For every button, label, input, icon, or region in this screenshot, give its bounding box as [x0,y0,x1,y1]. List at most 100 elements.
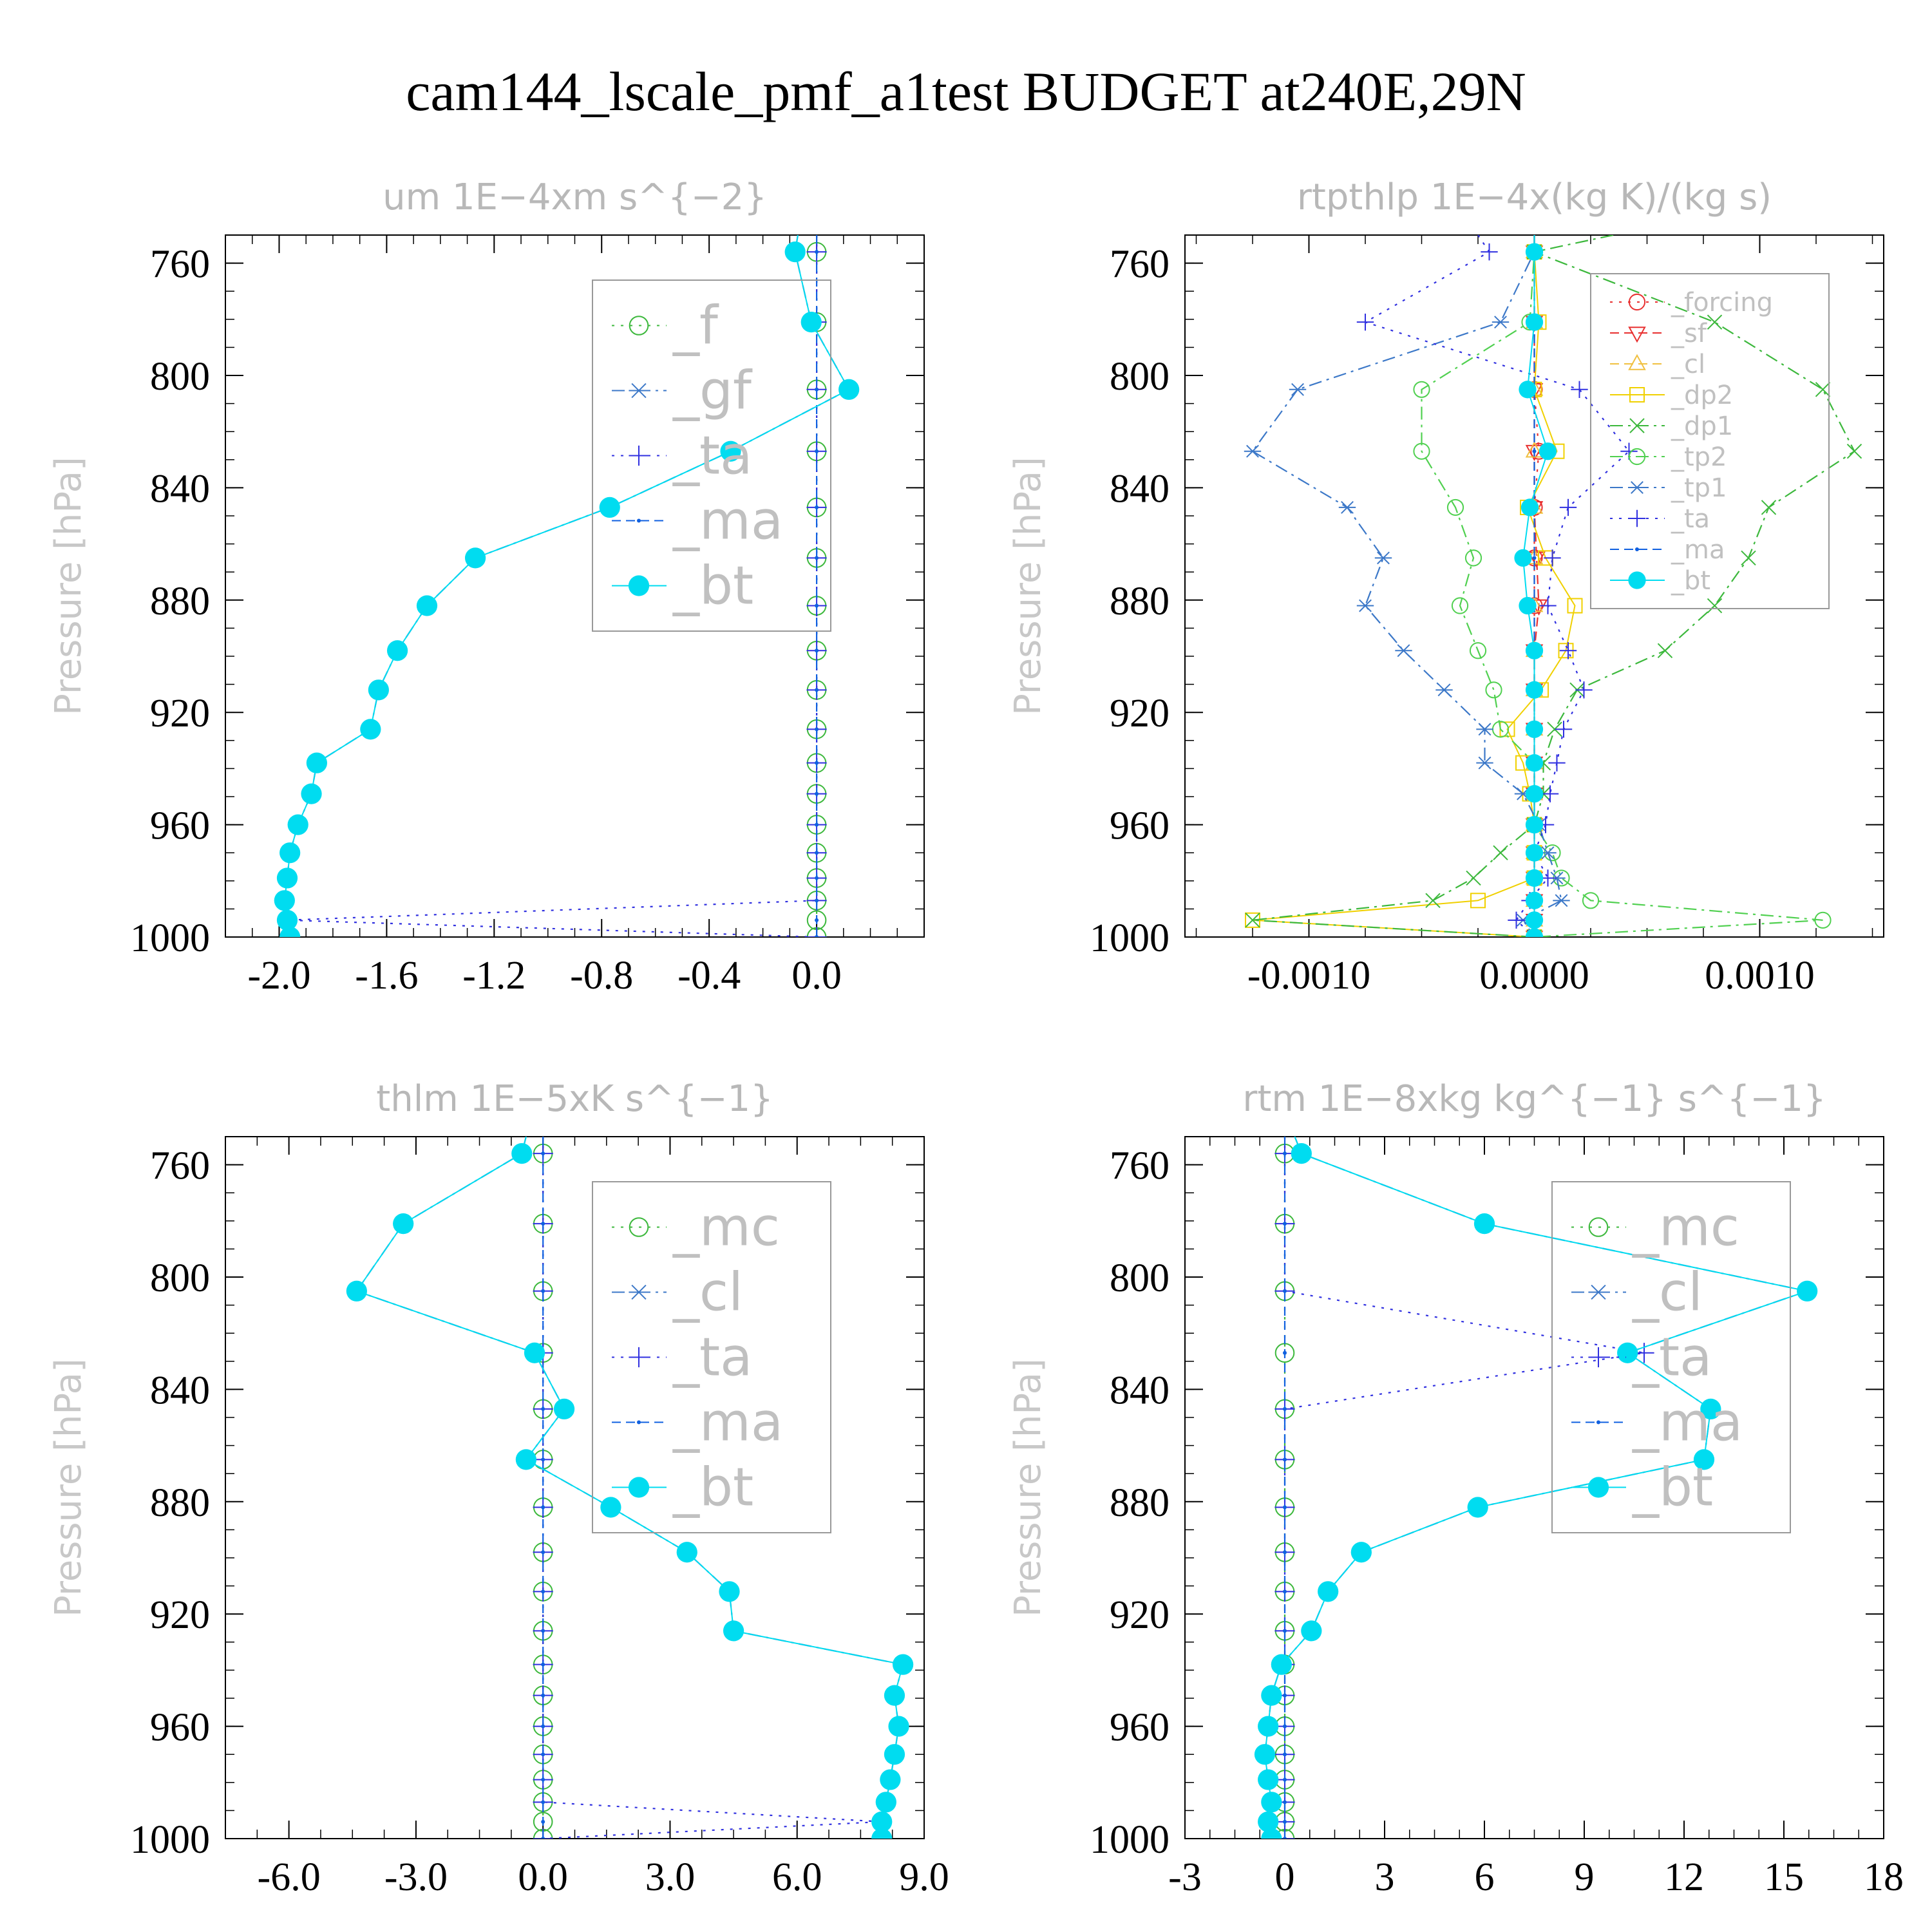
data-point [1508,911,1525,929]
y-axis-label: Pressure [hPa] [1007,1358,1049,1617]
data-point [1525,911,1544,929]
data-point [1485,681,1502,699]
legend-item-bt: _bt [612,1457,753,1519]
data-point [815,449,819,453]
legend-label: _ta [672,1327,752,1388]
series-line [1252,235,1855,937]
data-point [815,387,819,392]
x-tick-label: 15 [1764,1855,1804,1899]
series-bt [274,235,860,937]
data-point [884,1744,905,1765]
legend-item-cl: _cl [1610,350,1705,379]
data-point [1575,681,1593,699]
data-point [1628,571,1646,589]
legend-item-ta: _ta [612,426,752,487]
data-point [1245,913,1260,928]
x-tick-label: 3 [1375,1855,1395,1899]
data-point [1283,1777,1287,1782]
data-point [629,383,649,399]
data-point [1539,597,1557,614]
legend-label: _dp2 [1671,381,1733,410]
plot-area [346,1137,914,1839]
legend-label: _ma [1671,535,1725,565]
data-point [1466,870,1481,886]
data-point [1628,448,1646,466]
y-tick-label: 800 [150,1256,210,1300]
data-point [541,1222,545,1226]
x-tick-label: 9 [1575,1855,1595,1899]
chart-panel-4: -3 0 3 6 9 12 15 18 760 800 840 880 920 960 1000 rtm 1E… [1007,1078,1904,1899]
data-point [815,556,819,560]
series-ta [1356,235,1638,937]
data-point [1283,1222,1287,1226]
legend-box [1590,273,1830,609]
y-tick-label: 760 [1110,1144,1170,1188]
legend-item-bt: _bt [1610,566,1710,596]
legend-box [592,1181,831,1533]
y-tick-label: 1000 [1090,916,1170,960]
y-tick-label: 920 [1110,1593,1170,1637]
data-point [1283,1289,1287,1293]
data-point [1846,444,1862,459]
data-point [1635,547,1639,551]
data-point [1617,1342,1638,1363]
legend-label: _ta [672,426,752,487]
data-point [1283,1350,1287,1355]
legend-item-bt: _bt [1571,1457,1713,1519]
data-point [629,445,649,466]
data-point [720,440,741,462]
data-point [1587,1477,1609,1498]
x-tick-label: 18 [1864,1855,1904,1899]
data-point [719,1581,740,1602]
data-point [1283,1151,1287,1156]
data-point [541,1505,545,1510]
series-ma [1283,1137,1287,1839]
data-point [815,688,819,692]
x-tick-label: -1.6 [355,954,418,998]
data-point [1559,498,1577,516]
data-point [1547,721,1562,737]
data-point [1525,928,1544,937]
data-point [1258,1769,1279,1790]
legend-label: _bt [1671,566,1710,596]
data-point [541,1406,545,1411]
x-tick-label: -1.2 [462,954,526,998]
legend-label: _cl [1671,350,1705,379]
data-point [1532,449,1537,453]
data-point [301,783,322,804]
x-tick-label: 0.0 [518,1855,568,1899]
data-point [1464,549,1482,567]
legend-item-f: _f [612,296,719,357]
x-tick-label: -3 [1168,1855,1202,1899]
legend-label: _ma [672,1392,783,1454]
y-tick-label: 880 [1110,1481,1170,1525]
data-point [1525,844,1544,862]
data-point [1525,869,1544,887]
legend-item-ma: _ma [1610,535,1725,565]
panel-title: rtm 1E−8xkg kg^{−1} s^{−1} [1242,1078,1826,1120]
data-point [1350,1542,1372,1563]
series-line [1251,235,1562,937]
data-point [871,1828,893,1839]
data-point [541,1724,545,1728]
data-point [541,1837,545,1839]
y-tick-label: 880 [150,1481,210,1525]
data-point [1413,442,1430,460]
data-point [541,1589,545,1594]
data-point [815,851,819,855]
data-point [1520,498,1539,516]
data-point [1814,911,1832,929]
data-point [1451,597,1469,614]
legend-item-sf: _sf [1610,319,1707,348]
data-point [279,926,301,937]
data-point [1283,1589,1287,1594]
chart-panel-2: -0.0010 0.0000 0.0010 760 800 840 880 920 960 100… [1007,176,1884,998]
y-tick-label: 920 [150,1593,210,1637]
legend-item-ta: _ta [612,1327,752,1388]
data-point [1815,382,1831,397]
legend-label: _ma [672,491,783,552]
data-point [541,1693,545,1698]
data-point [1628,509,1646,527]
plot-area [1254,1137,1818,1839]
